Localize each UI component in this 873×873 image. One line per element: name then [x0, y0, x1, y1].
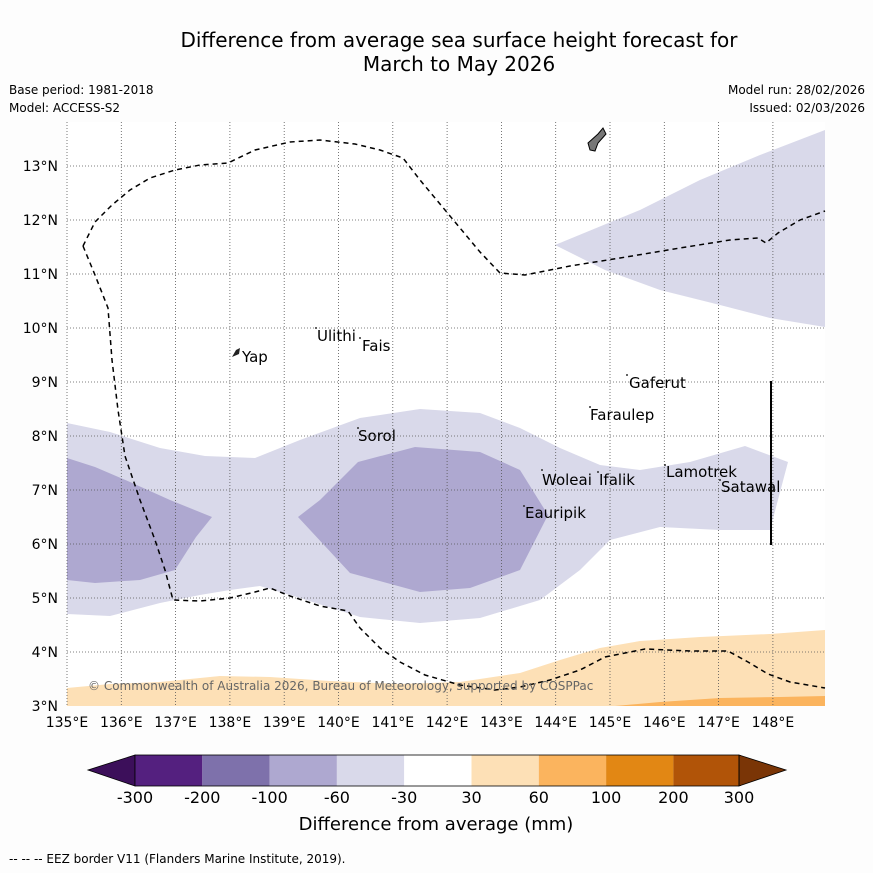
colorbar-label: 300 [724, 788, 755, 807]
gaferut-dot [626, 374, 628, 376]
colorbar-label: 100 [591, 788, 622, 807]
lon-tick: 141°E [372, 715, 415, 731]
colorbar-segment [606, 755, 674, 786]
faraulep-dot [589, 406, 591, 408]
copyright-notice: © Commonwealth of Australia 2026, Bureau… [88, 679, 593, 693]
fais-dot [359, 337, 361, 339]
colorbar-extend-low [86, 754, 136, 787]
colorbar-outline [134, 754, 740, 787]
guam-island [587, 127, 607, 152]
meta-left: Base period: 1981-2018 Model: ACCESS-S2 [9, 81, 154, 117]
model-name: Model: ACCESS-S2 [9, 101, 121, 115]
colorbar-segment [673, 755, 741, 786]
sorol-dot [357, 427, 359, 429]
lon-tick: 137°E [154, 715, 197, 731]
lon-tick: 140°E [317, 715, 360, 731]
lon-tick: 136°E [100, 715, 143, 731]
colorbar-segment [202, 755, 270, 786]
lon-tick: 145°E [589, 715, 632, 731]
colorbar-extend-high [738, 754, 788, 787]
colorbar-segment [269, 755, 337, 786]
issued-date: Issued: 02/03/2026 [749, 101, 865, 115]
eez-border-north [82, 139, 826, 276]
colorbar-label: 60 [529, 788, 549, 807]
lon-tick: 138°E [209, 715, 252, 731]
lon-axis: 135°E 136°E 137°E 138°E 139°E 140°E 141°… [46, 715, 794, 731]
label-sorol: Sorol [358, 427, 396, 445]
lat-tick: 7°N [32, 483, 58, 499]
label-fais: Fais [362, 337, 391, 355]
lon-tick: 148°E [752, 715, 795, 731]
lat-tick: 10°N [23, 321, 58, 337]
label-faraulep: Faraulep [590, 406, 654, 424]
eez-border-south [82, 245, 826, 691]
title-line-2: March to May 2026 [362, 52, 556, 76]
lat-tick: 8°N [32, 429, 58, 445]
anomaly-region-south-orange [67, 630, 825, 706]
forecast-fields [67, 130, 825, 706]
label-ulithi: Ulithi [317, 327, 356, 345]
anomaly-region-ne [555, 130, 825, 327]
yap-island [232, 348, 240, 357]
eauripik-dot [523, 505, 525, 507]
lat-tick: 11°N [23, 267, 58, 283]
ulithi-dot [315, 327, 317, 329]
colorbar-segment [538, 755, 607, 786]
anomaly-region-central [298, 447, 548, 592]
model-run: Model run: 28/02/2026 [727, 83, 865, 97]
colorbar-label: 200 [658, 788, 689, 807]
colorbar-segment [336, 755, 405, 786]
colorbar-label: -100 [251, 788, 287, 807]
eez-legend-note: -- -- -- EEZ border V11 (Flanders Marine… [9, 852, 346, 866]
lat-tick: 6°N [32, 537, 58, 553]
title-line-1: Difference from average sea surface heig… [180, 28, 738, 52]
label-gaferut: Gaferut [629, 374, 686, 392]
lon-tick: 135°E [46, 715, 89, 731]
lat-tick: 4°N [32, 645, 58, 661]
base-period: Base period: 1981-2018 [9, 83, 154, 97]
lat-tick: 13°N [23, 159, 58, 175]
colorbar-label: -60 [324, 788, 350, 807]
colorbar-label: -200 [184, 788, 220, 807]
lat-tick: 12°N [23, 213, 58, 229]
meta-right: Model run: 28/02/2026 Issued: 02/03/2026 [728, 81, 865, 117]
lon-tick: 142°E [426, 715, 469, 731]
woleai-dot [541, 469, 543, 471]
lon-tick: 144°E [534, 715, 577, 731]
colorbar-segment [135, 755, 203, 786]
colorbar: -300 -200 -100 -60 -30 30 60 100 200 300… [86, 754, 788, 835]
lon-tick: 146°E [643, 715, 686, 731]
label-yap: Yap [241, 348, 268, 366]
ifalik-dot [597, 471, 599, 473]
colorbar-segment [471, 755, 539, 786]
gridlines [66, 122, 825, 706]
lon-tick: 143°E [480, 715, 523, 731]
label-satawal: Satawal [721, 478, 780, 496]
label-lamotrek: Lamotrek [666, 463, 737, 481]
label-ifalik: Ifalik [599, 471, 635, 489]
lon-tick: 147°E [697, 715, 740, 731]
lat-tick: 3°N [32, 699, 58, 715]
colorbar-label: -300 [117, 788, 153, 807]
colorbar-label: -30 [391, 788, 417, 807]
colorbar-labels: -300 -200 -100 -60 -30 30 60 100 200 300 [117, 788, 754, 807]
lat-axis: 3°N 4°N 5°N 6°N 7°N 8°N 9°N 10°N 11°N 12… [23, 159, 58, 715]
map-title: Difference from average sea surface heig… [0, 28, 873, 76]
lamotrek-dot [664, 464, 666, 466]
satawal-dot [719, 479, 721, 481]
lat-tick: 9°N [32, 375, 58, 391]
label-eauripik: Eauripik [525, 504, 586, 522]
lon-tick: 139°E [263, 715, 306, 731]
colorbar-segment [404, 755, 472, 786]
colorbar-title: Difference from average (mm) [299, 814, 574, 835]
lat-tick: 5°N [32, 591, 58, 607]
colorbar-label: 30 [461, 788, 481, 807]
label-woleai: Woleai [542, 471, 592, 489]
